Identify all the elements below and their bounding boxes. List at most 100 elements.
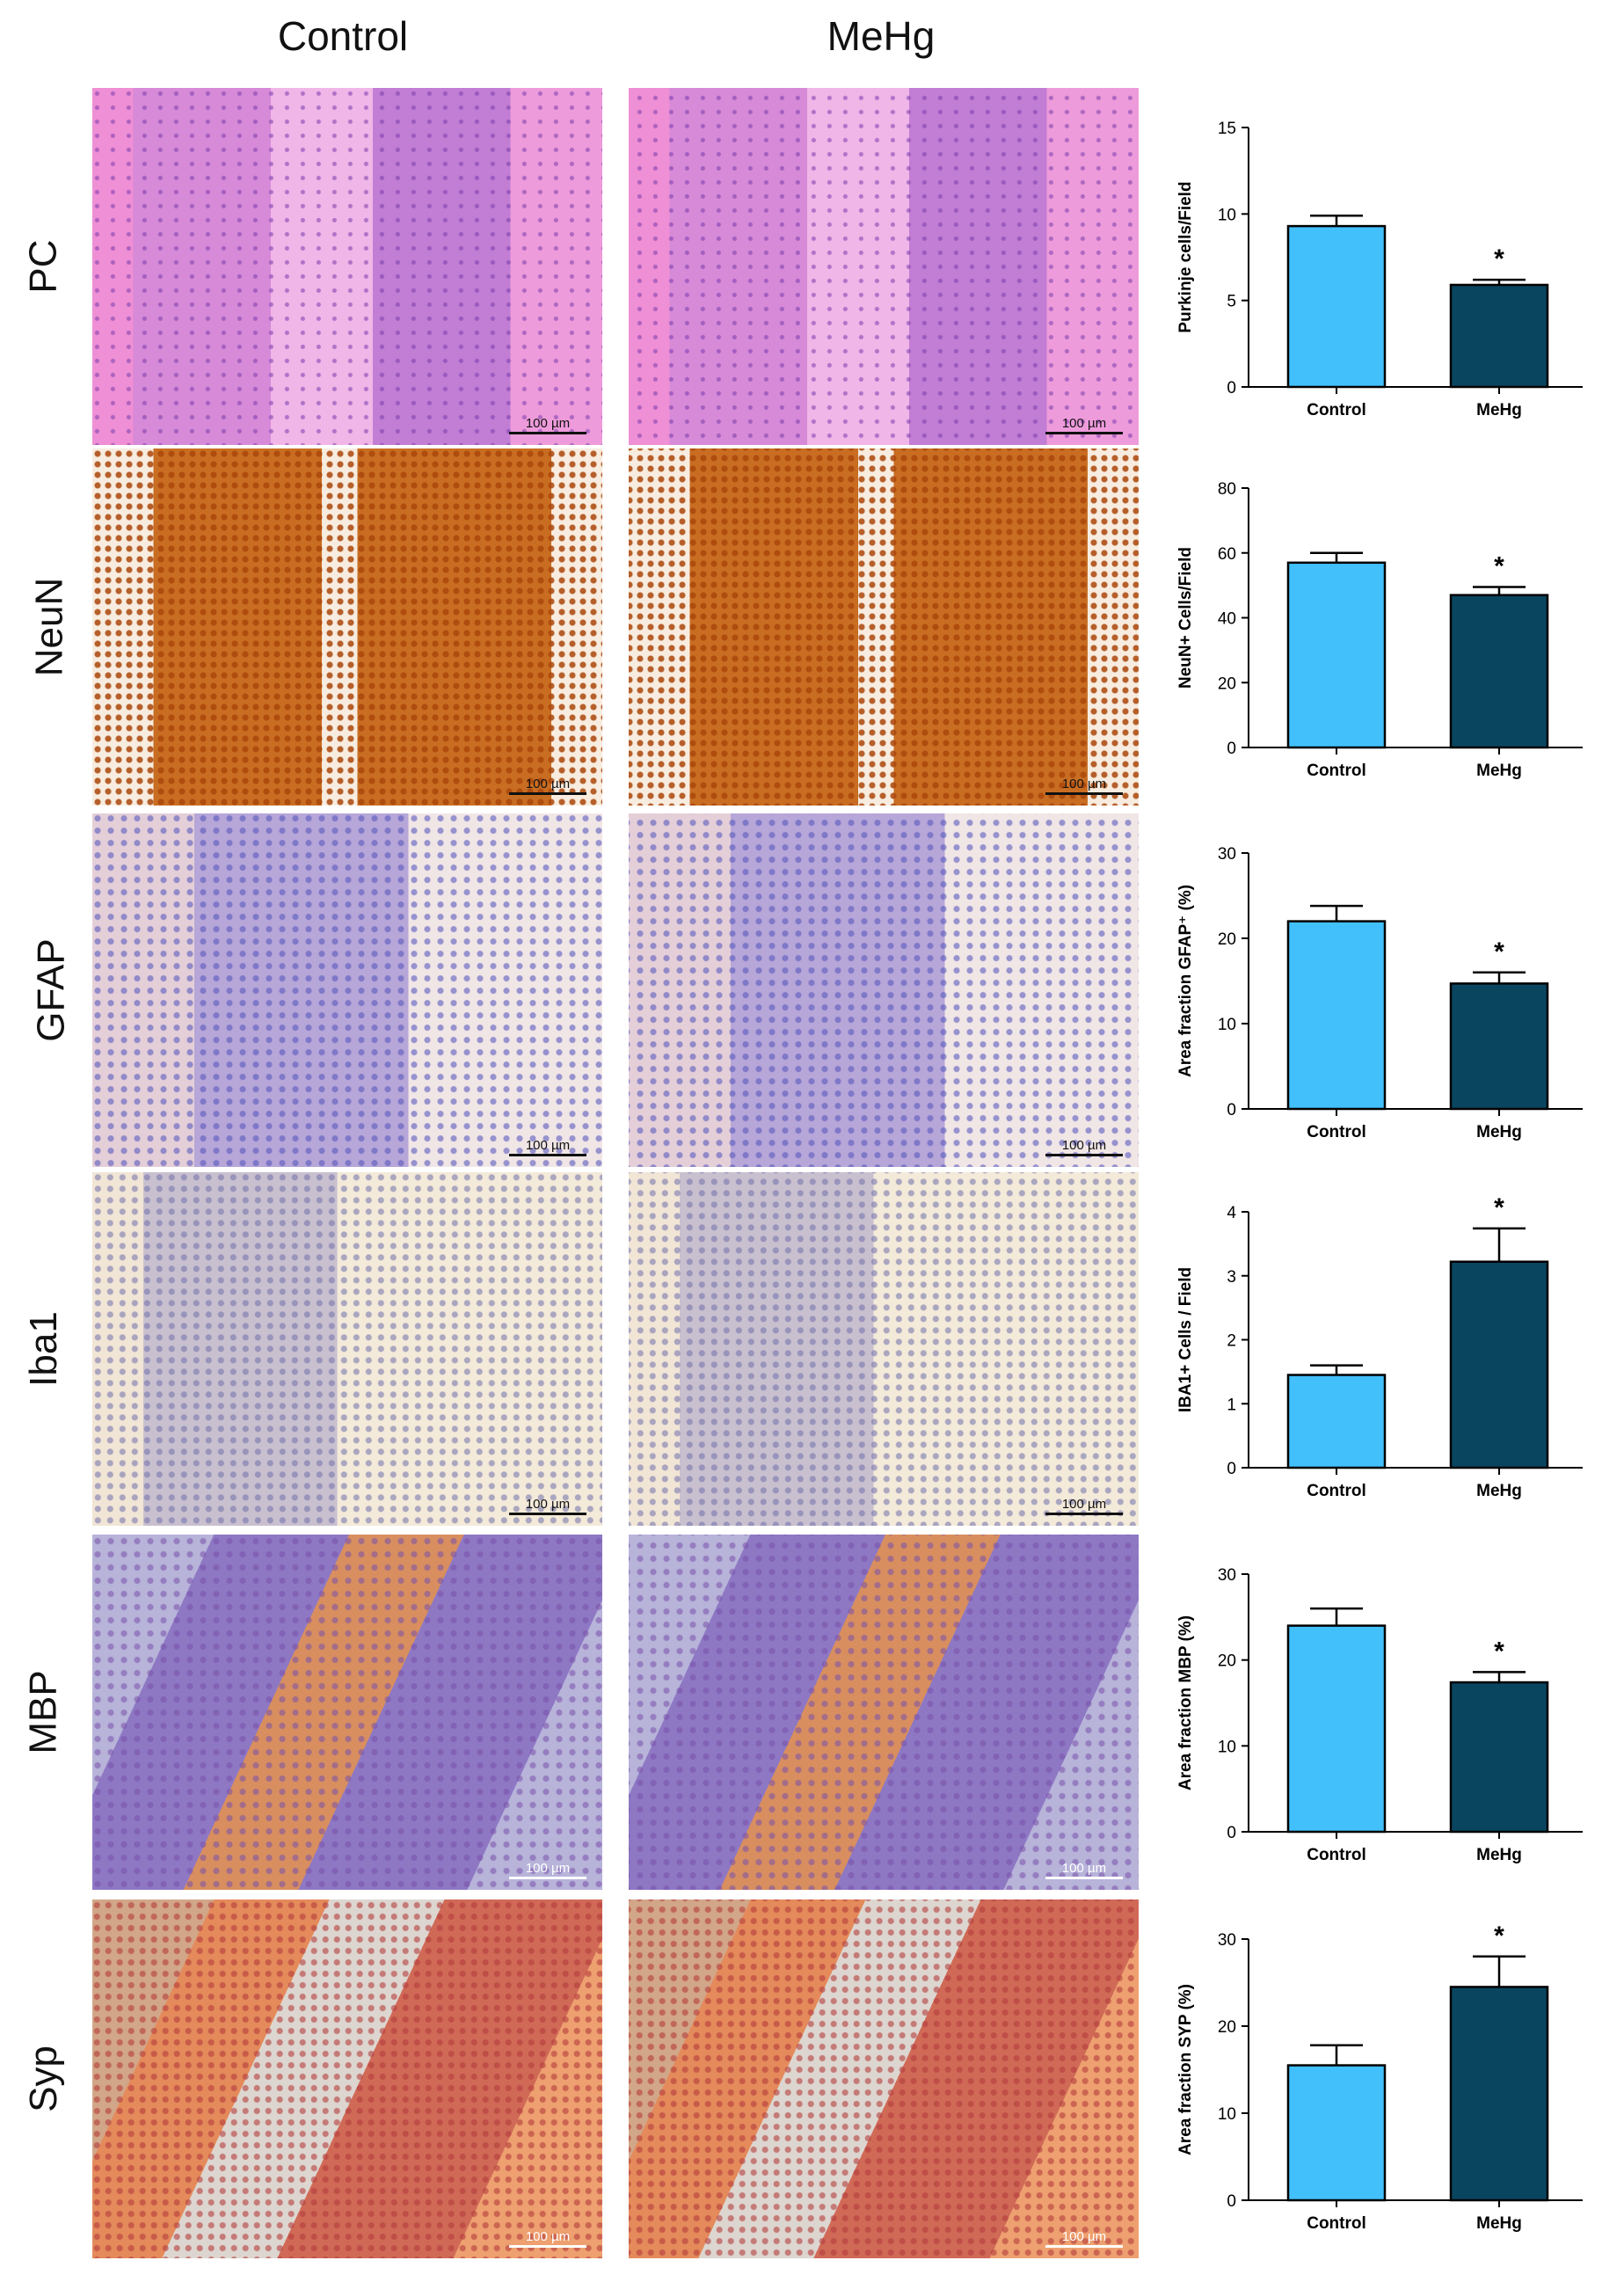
x-category-label: Control bbox=[1307, 2214, 1366, 2233]
scale-bar-line bbox=[509, 432, 586, 434]
bar-control bbox=[1286, 224, 1387, 389]
scale-bar-label: 100 µm bbox=[525, 2229, 571, 2244]
row-label-text: GFAP bbox=[29, 938, 73, 1042]
y-tick-label: 30 bbox=[1218, 1931, 1236, 1950]
scale-bar-label: 100 µm bbox=[1061, 2229, 1107, 2244]
y-tick-label: 20 bbox=[1218, 674, 1236, 693]
chart-svg: IBA1+ Cells / Field 0 1 2 3 4 Control MeHg * bbox=[1176, 1193, 1583, 1500]
syp-mehg-micrograph: 100 µm bbox=[629, 1899, 1139, 2258]
scale-bar-line bbox=[1045, 1513, 1123, 1515]
significance-star: * bbox=[1494, 1193, 1504, 1222]
neun-mehg-micrograph: 100 µm bbox=[629, 448, 1139, 806]
bar-chart-pc: Purkinje cells/Field 0 5 10 15 Control MeHg * bbox=[1169, 88, 1618, 450]
row-label-text: MBP bbox=[21, 1670, 65, 1754]
row-label-text: NeuN bbox=[27, 577, 71, 677]
control-column-header: Control bbox=[277, 13, 409, 59]
scale-bar: 100 µm bbox=[509, 1497, 586, 1515]
bar-mehg bbox=[1449, 982, 1549, 1111]
scale-bar: 100 µm bbox=[509, 416, 586, 434]
scale-bar-line bbox=[509, 1513, 586, 1515]
row-label-iba1: Iba1 bbox=[0, 1311, 88, 1387]
y-tick-label: 0 bbox=[1227, 1101, 1236, 1119]
chart-svg: Area fraction MBP (%) 0 10 20 30 Control MeHg * bbox=[1176, 1566, 1583, 1864]
significance-star: * bbox=[1494, 551, 1504, 580]
y-tick-label: 0 bbox=[1227, 740, 1236, 758]
bar-control bbox=[1286, 920, 1387, 1111]
y-axis-label: Area fraction MBP (%) bbox=[1176, 1615, 1195, 1790]
y-tick-label: 0 bbox=[1227, 2192, 1236, 2211]
scale-bar-label: 100 µm bbox=[525, 1861, 571, 1876]
row-label-text: PC bbox=[22, 239, 65, 294]
mehg-column-header: MeHg bbox=[827, 13, 936, 59]
row-label-syp: Syp bbox=[0, 2045, 88, 2112]
y-tick-label: 60 bbox=[1218, 545, 1236, 564]
bar-mehg bbox=[1449, 1986, 1549, 2202]
scale-bar-label: 100 µm bbox=[1061, 777, 1107, 791]
bar-control bbox=[1286, 1374, 1387, 1469]
row-label-pc: PC bbox=[0, 239, 88, 293]
iba1-mehg-micrograph: 100 µm bbox=[629, 1172, 1139, 1526]
y-tick-label: 20 bbox=[1218, 2018, 1236, 2037]
y-tick-label: 40 bbox=[1218, 610, 1236, 629]
y-tick-label: 5 bbox=[1227, 293, 1236, 311]
chart-svg: Purkinje cells/Field 0 5 10 15 Control MeHg * bbox=[1176, 120, 1583, 419]
scale-bar-label: 100 µm bbox=[1061, 1497, 1107, 1512]
bar-mehg bbox=[1449, 1260, 1549, 1469]
y-tick-label: 0 bbox=[1227, 1460, 1236, 1478]
scale-bar-label: 100 µm bbox=[525, 416, 571, 431]
iba1-control-micrograph: 100 µm bbox=[92, 1172, 602, 1526]
y-tick-label: 15 bbox=[1218, 120, 1236, 138]
y-tick-label: 3 bbox=[1227, 1268, 1236, 1287]
bar-chart-syp: Area fraction SYP (%) 0 10 20 30 Control MeHg * bbox=[1169, 1899, 1618, 2264]
scale-bar-label: 100 µm bbox=[1061, 1861, 1107, 1876]
scale-bar-label: 100 µm bbox=[1061, 1138, 1107, 1153]
y-axis-label: Purkinje cells/Field bbox=[1176, 181, 1195, 332]
scale-bar-line bbox=[1045, 792, 1123, 795]
bar-chart-mbp: Area fraction MBP (%) 0 10 20 30 Control MeHg * bbox=[1169, 1535, 1618, 1895]
scale-bar: 100 µm bbox=[1045, 1138, 1123, 1156]
scale-bar: 100 µm bbox=[509, 1861, 586, 1879]
scale-bar-label: 100 µm bbox=[1061, 416, 1107, 431]
scale-bar-line bbox=[509, 1154, 586, 1156]
y-tick-label: 2 bbox=[1227, 1332, 1236, 1351]
x-category-label: MeHg bbox=[1476, 2214, 1522, 2233]
scale-bar: 100 µm bbox=[509, 777, 586, 795]
scale-bar-line bbox=[1045, 432, 1123, 434]
bar-control bbox=[1286, 2064, 1387, 2202]
bar-chart-gfap: Area fraction GFAP⁺ (%) 0 10 20 30 Control MeH… bbox=[1169, 813, 1618, 1172]
y-axis-label: NeuN+ Cells/Field bbox=[1176, 547, 1195, 689]
row-label-mbp: MBP bbox=[0, 1670, 88, 1754]
x-category-label: Control bbox=[1307, 1123, 1366, 1141]
syp-control-micrograph: 100 µm bbox=[92, 1899, 602, 2258]
significance-star: * bbox=[1494, 1921, 1504, 1951]
x-category-label: MeHg bbox=[1476, 401, 1522, 419]
y-axis-label: Area fraction SYP (%) bbox=[1176, 1984, 1195, 2155]
significance-star: * bbox=[1494, 244, 1504, 273]
scale-bar-label: 100 µm bbox=[525, 1497, 571, 1512]
scale-bar-line bbox=[1045, 1154, 1123, 1156]
y-tick-label: 80 bbox=[1218, 480, 1236, 499]
x-category-label: Control bbox=[1307, 1846, 1366, 1864]
y-tick-label: 10 bbox=[1218, 206, 1236, 224]
pc-control-micrograph: 100 µm bbox=[92, 88, 602, 445]
scale-bar: 100 µm bbox=[1045, 2229, 1123, 2248]
scale-bar: 100 µm bbox=[1045, 416, 1123, 434]
row-label-text: Iba1 bbox=[21, 1311, 65, 1387]
scale-bar-line bbox=[1045, 2245, 1123, 2248]
chart-svg: Area fraction SYP (%) 0 10 20 30 Control MeHg * bbox=[1176, 1921, 1583, 2233]
x-category-label: MeHg bbox=[1476, 762, 1522, 780]
x-category-label: MeHg bbox=[1476, 1846, 1522, 1864]
bar-control bbox=[1286, 561, 1387, 749]
x-category-label: Control bbox=[1307, 401, 1366, 419]
scale-bar: 100 µm bbox=[1045, 777, 1123, 795]
y-tick-label: 0 bbox=[1227, 379, 1236, 397]
scale-bar-line bbox=[509, 1877, 586, 1879]
y-tick-label: 4 bbox=[1227, 1204, 1236, 1222]
gfap-control-micrograph: 100 µm bbox=[92, 813, 602, 1167]
y-axis-label: Area fraction GFAP⁺ (%) bbox=[1176, 885, 1195, 1077]
scale-bar-label: 100 µm bbox=[525, 777, 571, 791]
chart-svg: Area fraction GFAP⁺ (%) 0 10 20 30 Control MeH… bbox=[1176, 845, 1583, 1141]
significance-star: * bbox=[1494, 937, 1504, 966]
scale-bar: 100 µm bbox=[509, 1138, 586, 1156]
y-tick-label: 10 bbox=[1218, 1016, 1236, 1034]
